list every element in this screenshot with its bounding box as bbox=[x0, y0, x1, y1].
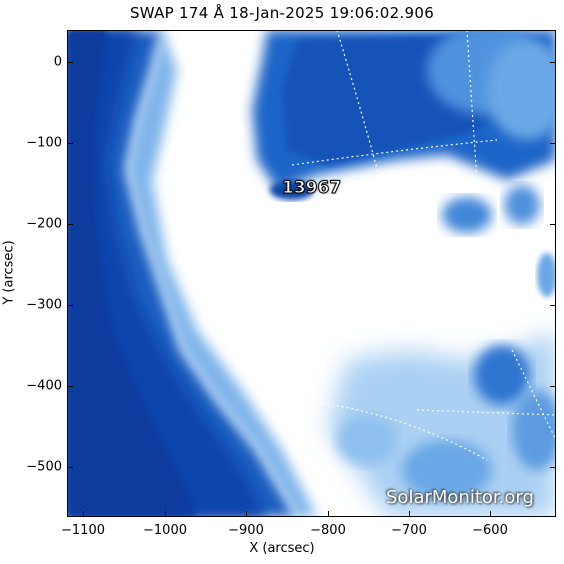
x-tick-label: −1100 bbox=[61, 523, 105, 538]
y-tick-label: −500 bbox=[26, 459, 62, 475]
y-tick-mark bbox=[67, 143, 73, 144]
plot-title: SWAP 174 Å 18-Jan-2025 19:06:02.906 bbox=[129, 4, 435, 22]
watermark: SolarMonitor.org bbox=[386, 487, 534, 508]
active-region-label: 13967 bbox=[281, 178, 342, 199]
y-tick-mark bbox=[67, 386, 73, 387]
solar-euv-image bbox=[67, 30, 556, 517]
y-tick-mark bbox=[67, 467, 73, 468]
y-axis-label: Y (arcsec) bbox=[1, 240, 17, 305]
x-tick-mark bbox=[246, 511, 247, 517]
x-tick-mark bbox=[83, 511, 84, 517]
x-tick-label: −600 bbox=[472, 523, 508, 538]
x-axis-label: X (arcsec) bbox=[249, 541, 315, 556]
y-tick-mark bbox=[67, 62, 73, 63]
x-tick-label: −800 bbox=[310, 523, 346, 538]
x-tick-mark bbox=[490, 511, 491, 517]
y-tick-mark bbox=[67, 224, 73, 225]
x-tick-label: −900 bbox=[228, 523, 264, 538]
x-tick-mark bbox=[328, 511, 329, 517]
y-tick-label: 0 bbox=[53, 54, 62, 70]
y-tick-mark bbox=[550, 143, 556, 144]
y-tick-mark bbox=[67, 305, 73, 306]
y-tick-label: −400 bbox=[26, 378, 62, 394]
y-tick-mark bbox=[550, 467, 556, 468]
y-tick-mark bbox=[550, 386, 556, 387]
x-tick-label: −1000 bbox=[143, 523, 187, 538]
solar-image bbox=[67, 30, 556, 517]
y-tick-mark bbox=[550, 62, 556, 63]
y-tick-label: −200 bbox=[26, 216, 62, 232]
y-tick-mark bbox=[550, 224, 556, 225]
y-tick-label: −300 bbox=[26, 297, 62, 313]
y-tick-label: −100 bbox=[26, 135, 62, 151]
y-tick-mark bbox=[550, 305, 556, 306]
x-tick-mark bbox=[165, 511, 166, 517]
x-tick-label: −700 bbox=[391, 523, 427, 538]
x-tick-mark bbox=[409, 511, 410, 517]
